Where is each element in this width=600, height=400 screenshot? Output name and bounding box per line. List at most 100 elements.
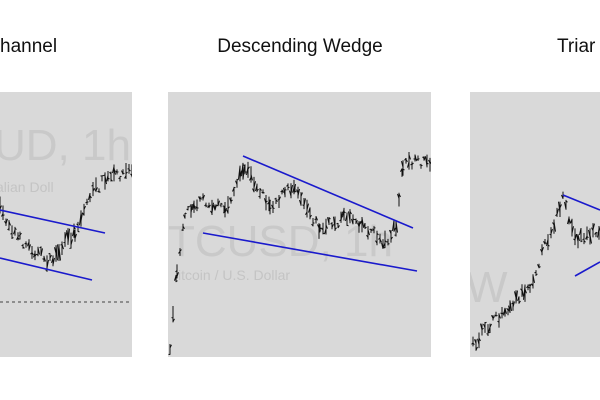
- price-tick: [319, 227, 322, 230]
- price-tick: [524, 289, 527, 294]
- price-tick: [286, 184, 289, 187]
- price-tick: [579, 228, 582, 236]
- price-tick: [52, 257, 55, 266]
- price-tick: [538, 266, 541, 268]
- price-tick: [504, 308, 507, 314]
- price-tick: [79, 213, 82, 226]
- price-tick: [39, 246, 42, 249]
- price-tick: [512, 301, 515, 308]
- price-tick: [76, 223, 79, 226]
- price-tick: [230, 199, 233, 202]
- watermark: TCUSD, 1h: [168, 217, 393, 266]
- price-tick: [22, 246, 25, 249]
- price-tick: [290, 184, 293, 194]
- price-tick: [8, 221, 11, 226]
- price-tick: [289, 190, 292, 197]
- price-tick: [336, 222, 339, 225]
- price-tick: [189, 205, 192, 207]
- price-tick: [481, 327, 484, 330]
- watermark: alian Doll: [0, 179, 54, 195]
- price-tick: [57, 244, 60, 260]
- price-tick: [472, 342, 475, 345]
- price-tick: [487, 331, 490, 334]
- price-tick: [383, 242, 386, 247]
- panel-background: [168, 92, 431, 357]
- price-tick: [352, 218, 355, 221]
- price-tick: [507, 308, 510, 312]
- price-tick: [186, 208, 189, 211]
- price-tick: [363, 222, 366, 229]
- price-tick: [58, 247, 61, 261]
- price-tick: [475, 346, 478, 351]
- price-tick: [199, 197, 202, 200]
- price-tick: [317, 224, 320, 229]
- price-tick: [594, 232, 597, 235]
- price-tick: [580, 240, 583, 243]
- chart-panel: W: [470, 92, 600, 357]
- price-tick: [125, 171, 128, 174]
- price-tick: [306, 203, 309, 210]
- price-tick: [501, 312, 504, 315]
- trend-line: [0, 209, 106, 234]
- price-tick: [214, 204, 217, 211]
- price-tick: [529, 284, 532, 287]
- price-tick: [269, 207, 272, 210]
- trend-line: [242, 155, 414, 229]
- price-tick: [115, 170, 118, 173]
- price-tick: [31, 252, 34, 256]
- price-tick: [97, 190, 100, 193]
- price-tick: [535, 273, 538, 276]
- price-tick: [54, 247, 57, 254]
- price-tick: [410, 163, 413, 166]
- price-tick: [95, 187, 98, 192]
- price-tick: [568, 218, 571, 224]
- price-tick: [564, 201, 567, 210]
- price-tick: [508, 305, 511, 312]
- price-tick: [182, 225, 185, 229]
- price-tick: [174, 275, 177, 281]
- price-tick: [256, 188, 259, 192]
- price-tick: [315, 216, 318, 221]
- price-tick: [211, 202, 214, 213]
- price-tick: [565, 200, 568, 203]
- price-tick: [175, 270, 178, 273]
- price-tick: [549, 233, 552, 236]
- price-tick: [183, 214, 186, 219]
- watermark: UD, 1h: [0, 121, 131, 170]
- panel-title: hannel: [0, 36, 57, 57]
- price-tick: [559, 204, 562, 209]
- price-tick: [583, 240, 586, 243]
- price-tick: [193, 204, 196, 210]
- price-tick: [389, 229, 392, 234]
- price-tick: [34, 253, 37, 257]
- price-tick: [92, 187, 95, 192]
- price-tick: [198, 196, 201, 200]
- price-tick: [235, 180, 238, 185]
- price-tick: [61, 244, 64, 250]
- price-tick: [271, 204, 274, 209]
- price-tick: [334, 227, 337, 231]
- price-tick: [40, 248, 43, 257]
- price-tick: [511, 302, 514, 305]
- price-tick: [527, 286, 530, 289]
- price-tick: [411, 162, 414, 165]
- price-tick: [303, 198, 306, 206]
- price-tick: [33, 252, 36, 258]
- price-tick: [299, 199, 302, 206]
- price-tick: [311, 223, 314, 227]
- chart-panel: TCUSD, 1h itcoin / U.S. Dollar: [168, 92, 431, 357]
- price-tick: [404, 157, 407, 161]
- price-tick: [577, 234, 580, 241]
- price-tick: [553, 221, 556, 232]
- price-tick: [55, 245, 58, 261]
- price-tick: [397, 193, 400, 199]
- price-tick: [518, 300, 521, 304]
- price-tick: [80, 212, 83, 221]
- price-tick: [349, 211, 352, 215]
- price-tick: [13, 229, 16, 235]
- price-tick: [43, 256, 46, 262]
- price-tick: [308, 207, 311, 213]
- price-tick: [333, 216, 336, 229]
- price-tick: [175, 280, 178, 282]
